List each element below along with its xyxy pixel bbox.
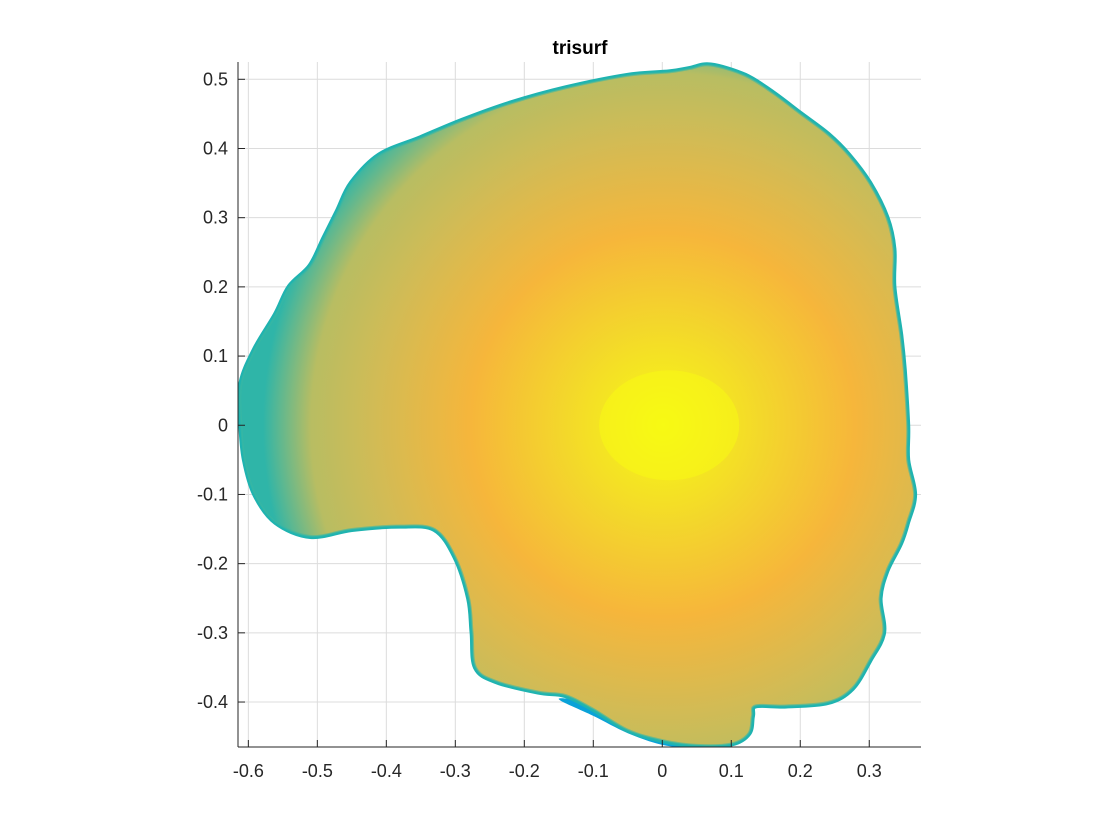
x-tick-label: 0.2: [788, 761, 813, 781]
x-tick-label: -0.5: [302, 761, 333, 781]
y-tick-label: -0.2: [197, 554, 228, 574]
x-tick-label: -0.4: [371, 761, 402, 781]
y-tick-label: 0.3: [203, 208, 228, 228]
surface-clip-group: [238, 62, 918, 747]
x-tick-label: 0.3: [857, 761, 882, 781]
y-tick-label: -0.1: [197, 484, 228, 504]
x-tick-label: -0.3: [440, 761, 471, 781]
y-tick-label: 0.1: [203, 346, 228, 366]
y-tick-label: 0.2: [203, 277, 228, 297]
chart-title: trisurf: [553, 38, 609, 59]
y-tick-label: 0.5: [203, 69, 228, 89]
surface-patch: [239, 64, 916, 747]
y-tick-label: 0: [218, 415, 228, 435]
x-tick-label: -0.2: [509, 761, 540, 781]
y-tick-label: 0.4: [203, 138, 228, 158]
x-tick-label: -0.1: [578, 761, 609, 781]
x-tick-label: -0.6: [233, 761, 264, 781]
y-tick-label: -0.4: [197, 692, 228, 712]
y-tick-label: -0.3: [197, 623, 228, 643]
surface-highlight: [599, 370, 740, 481]
x-axis-ticks: -0.6 -0.5 -0.4 -0.3 -0.2 -0.1 0 0.1 0.2 0.3: [233, 740, 882, 781]
y-axis-ticks: -0.4 -0.3 -0.2 -0.1 0 0.1 0.2 0.3 0.4 0.5: [197, 69, 245, 712]
x-tick-label: 0.1: [719, 761, 744, 781]
x-tick-label: 0: [657, 761, 667, 781]
